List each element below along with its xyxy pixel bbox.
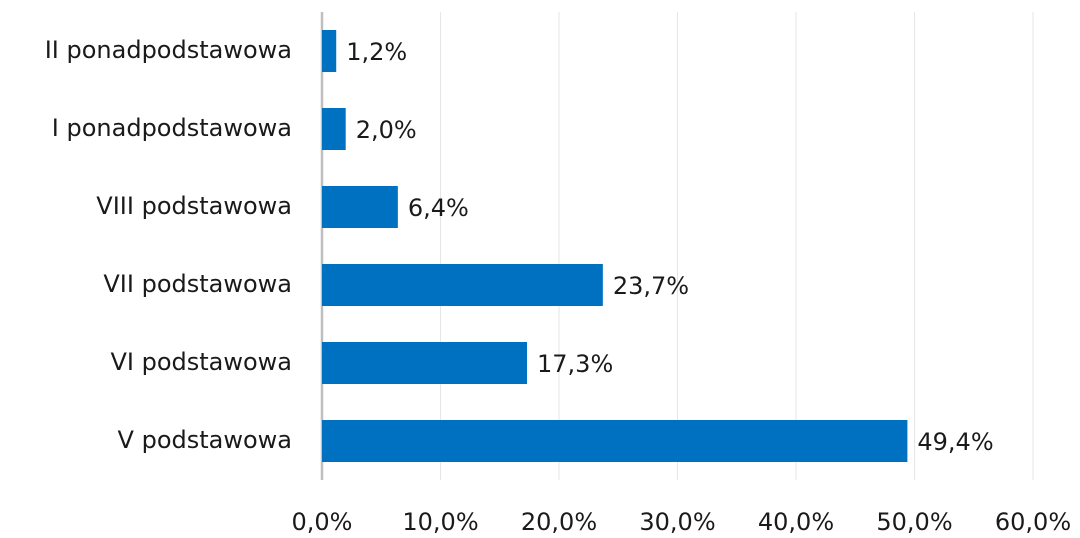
bar <box>322 186 398 228</box>
x-tick-label: 60,0% <box>995 508 1071 536</box>
y-tick-label: VII podstawowa <box>103 270 292 298</box>
x-tick-label: 40,0% <box>758 508 834 536</box>
y-tick-label: V podstawowa <box>118 426 292 454</box>
bar <box>322 30 337 72</box>
data-label: 1,2% <box>346 38 407 66</box>
bar <box>322 342 528 384</box>
x-tick-label: 50,0% <box>876 508 952 536</box>
x-tick-label: 30,0% <box>639 508 715 536</box>
y-tick-label: VI podstawowa <box>110 348 292 376</box>
bar <box>322 420 908 462</box>
data-label: 23,7% <box>613 272 689 300</box>
data-label: 49,4% <box>917 428 993 456</box>
bar <box>322 264 603 306</box>
data-label: 17,3% <box>537 350 613 378</box>
y-tick-label: II ponadpodstawowa <box>45 36 292 64</box>
x-tick-label: 20,0% <box>521 508 597 536</box>
y-tick-label: VIII podstawowa <box>96 192 292 220</box>
data-label: 6,4% <box>408 194 469 222</box>
x-tick-label: 0,0% <box>292 508 353 536</box>
data-label: 2,0% <box>356 116 417 144</box>
y-tick-label: I ponadpodstawowa <box>52 114 292 142</box>
x-tick-label: 10,0% <box>402 508 478 536</box>
bar <box>322 108 346 150</box>
